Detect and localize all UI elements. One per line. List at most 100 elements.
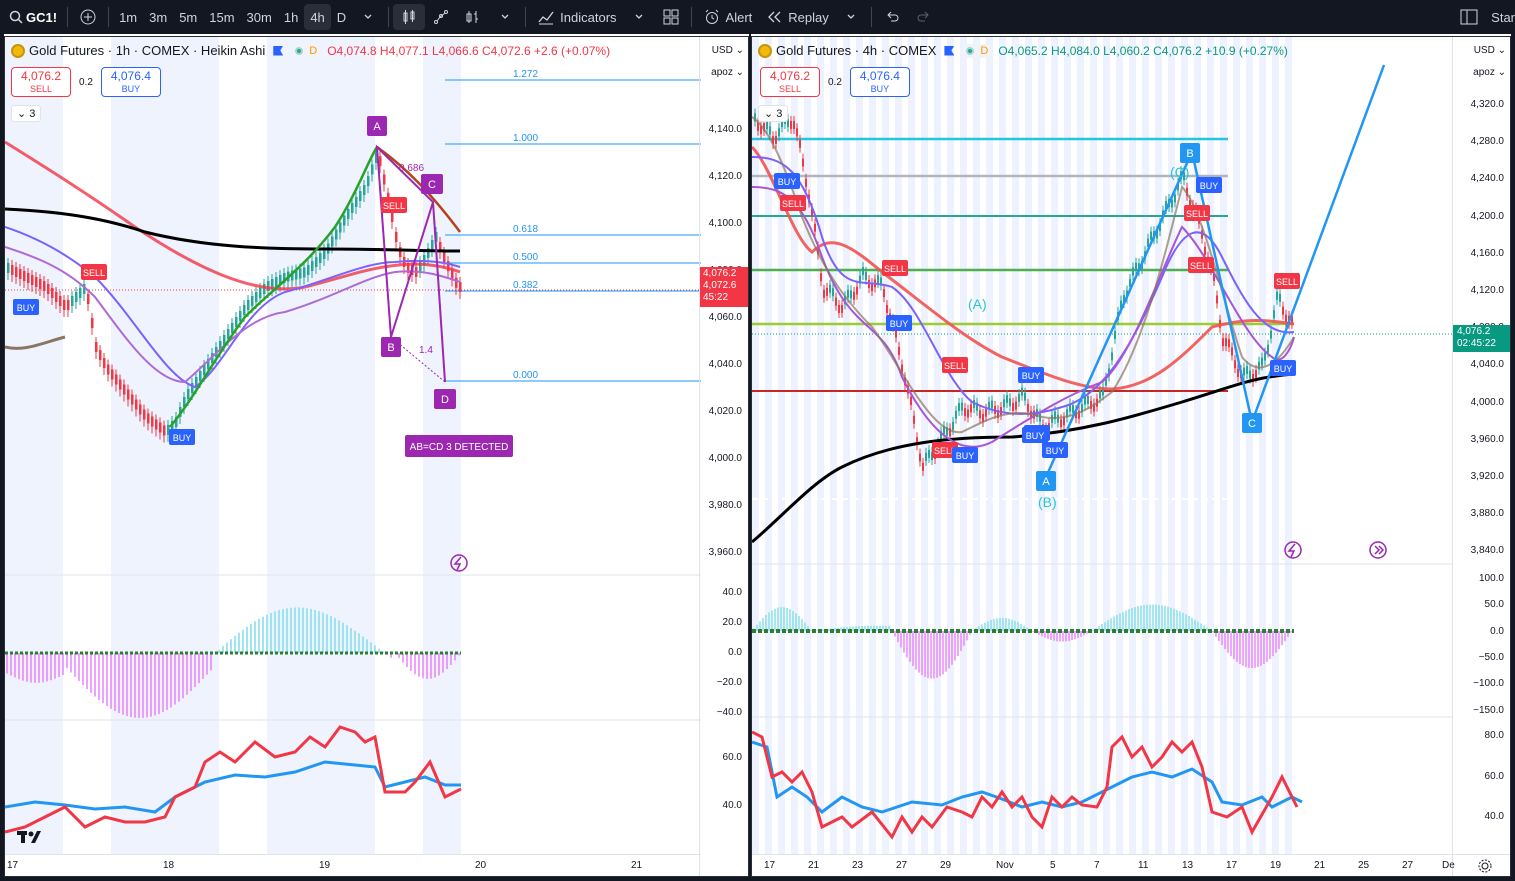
point-c-marker[interactable]: C [421,174,443,194]
chart-pane-right[interactable]: A B C (A) (B) (C) SELL BUY SELL BUY SELL SELL… [751,36,1511,877]
price-axis[interactable]: USD ⌄ apoz ⌄ 4,140.04,120.04,100.04,080.… [699,37,748,876]
point-d-marker[interactable]: D [434,389,456,409]
point-a-marker[interactable]: A [1036,471,1056,491]
signal-buy[interactable]: BUY [774,173,800,189]
time-axis[interactable]: 17 21 23 27 29 Nov 5 7 11 13 17 19 21 25 27 De [752,854,1510,876]
point-b-marker[interactable]: B [381,337,401,357]
sell-button[interactable]: 4,076.2 SELL [760,67,820,97]
signal-sell[interactable]: SELL [932,442,958,458]
market-status[interactable]: D [962,43,993,58]
candle-body [95,342,98,352]
signal-buy[interactable]: BUY [952,447,978,463]
lightning-icon[interactable] [1284,541,1302,559]
lightning-icon[interactable] [450,554,468,572]
candle-body [805,178,807,187]
chart-pane-left[interactable]: 1.272 1.000 0.618 0.500 0.382 0.000 0.68… [4,36,749,877]
interval-1m[interactable]: 1m [119,9,138,25]
replay-button[interactable]: Replay [758,0,834,34]
signal-buy[interactable]: BUY [169,429,195,445]
candle-body [1015,401,1017,410]
symbol-search[interactable]: GC1! [0,0,63,34]
signal-sell[interactable]: SELL [780,195,806,211]
signal-sell[interactable]: SELL [81,264,107,280]
alert-button[interactable]: Alert [696,0,759,34]
point-a-marker[interactable]: A [367,116,387,136]
candle-body [299,268,302,279]
signal-sell[interactable]: SELL [1274,273,1300,289]
signal-sell[interactable]: SELL [1188,257,1214,273]
interval-30m[interactable]: 30m [246,9,272,25]
replay-dropdown[interactable] [835,0,867,34]
interval-15m[interactable]: 15m [209,9,235,25]
pattern-detected-label[interactable]: AB=CD 3 DETECTED [405,435,513,457]
svg-text:AB=CD 3 DETECTED: AB=CD 3 DETECTED [410,442,509,453]
wave-label: (A) [968,296,987,312]
session-stripe [765,37,772,855]
indicators-button[interactable]: Indicators [530,0,622,34]
indicators-dropdown[interactable] [623,0,655,34]
settings-gear-icon[interactable] [1478,859,1492,876]
signal-sell[interactable]: SELL [882,260,908,276]
redo-button[interactable] [908,0,940,34]
interval-3m[interactable]: 3m [149,9,168,25]
currency-select[interactable]: USD ⌄ [1474,45,1506,56]
script-select[interactable]: apoz ⌄ [1473,67,1506,78]
signal-sell[interactable]: SELL [1184,205,1210,221]
interval-1h[interactable]: 1h [283,9,299,25]
price-axis[interactable]: USD ⌄ apoz ⌄ 4,320.0 4,280.0 4,240.0 4,200.… [1452,37,1510,876]
candle-body [1264,352,1266,361]
interval-5m[interactable]: 5m [179,9,198,25]
buy-button[interactable]: 4,076.4 BUY [849,67,910,97]
candle-body [367,176,370,187]
interval-4h[interactable]: 4h [304,4,331,30]
axis-tick-label: 4,140.0 [708,124,742,135]
time-tick-label: 20 [475,860,487,871]
candles-button[interactable] [393,4,426,30]
redo-icon [914,7,934,27]
undo-button[interactable] [876,0,908,34]
go-to-realtime-icon[interactable] [1369,541,1387,559]
axis-tick-label: 3,960.0 [1470,433,1504,445]
left-chart-canvas[interactable]: 1.272 1.000 0.618 0.500 0.382 0.000 0.68… [5,37,749,877]
legend[interactable]: Gold Futures · 4h · COMEX D O4,065.2 H4,… [758,43,1288,58]
currency-select[interactable]: USD ⌄ [712,45,744,56]
interval-d[interactable]: D [336,9,347,25]
candle-body [143,409,146,420]
signal-buy[interactable]: BUY [1042,442,1068,458]
signal-buy[interactable]: BUY [1018,367,1044,383]
signal-buy[interactable]: BUY [886,315,912,331]
signal-buy[interactable]: BUY [1022,427,1048,443]
signals[interactable]: SELLBUYSELLBUYSELLSELLBUYBUYBUYBUYSELLSE… [774,173,1300,463]
market-status[interactable]: D [291,43,322,58]
time-axis[interactable]: 17 18 19 20 21 [5,854,701,876]
layout-button[interactable] [655,0,687,34]
point-c-marker[interactable]: C [1242,413,1262,433]
point-b-marker[interactable]: B [1180,143,1200,163]
signal-buy[interactable]: BUY [13,299,39,315]
signal-buy[interactable]: BUY [1196,177,1222,193]
flag-icon[interactable] [944,45,955,56]
chart-type-dropdown[interactable] [489,0,521,34]
layout-toggle-button[interactable] [1453,0,1485,34]
fib-levels[interactable]: 1.272 1.000 0.618 0.500 0.382 0.000 [445,69,701,382]
chart-type-button[interactable] [425,0,457,34]
indicators-collapse-button[interactable]: ⌄ 3 [11,105,42,122]
script-select[interactable]: apoz ⌄ [711,67,744,78]
abc-projection[interactable] [1044,64,1386,478]
axis-tick-label: 3,960.0 [708,547,742,558]
flag-icon[interactable] [273,45,284,56]
pane-divider[interactable] [749,34,751,881]
signal-sell[interactable]: SELL [942,357,968,373]
right-chart-canvas[interactable]: A B C (A) (B) (C) SELLBUYSELLBUYSELLSELL… [752,37,1511,877]
buy-button[interactable]: 4,076.4 BUY [100,67,161,97]
fib-label: 0.618 [513,224,538,235]
sell-button[interactable]: 4,076.2 SELL [11,67,71,97]
start-button[interactable]: Star [1491,9,1515,25]
interval-dropdown[interactable] [352,0,384,34]
bar-style-button[interactable] [457,0,489,34]
indicators-collapse-button[interactable]: ⌄ 3 [758,105,789,122]
compare-button[interactable] [72,0,104,34]
legend[interactable]: Gold Futures · 1h · COMEX · Heikin Ashi … [11,43,610,58]
signal-sell[interactable]: SELL [381,197,407,213]
signal-buy[interactable]: BUY [1270,360,1296,376]
